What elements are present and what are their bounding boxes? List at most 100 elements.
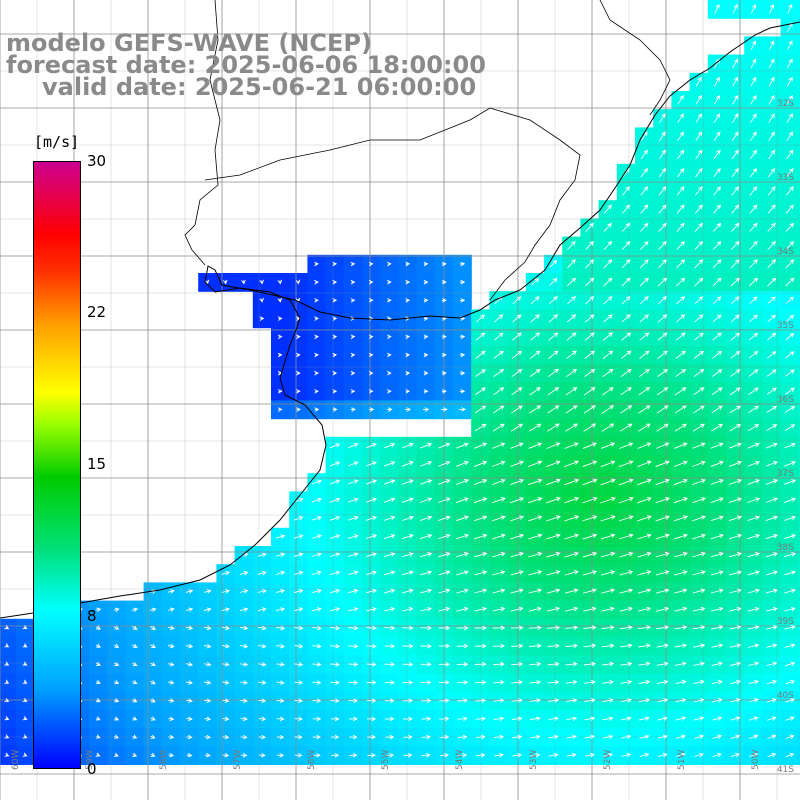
wind-arrow	[619, 423, 633, 432]
wind-arrow	[730, 734, 741, 739]
wind-arrow	[621, 314, 631, 323]
wind-arrow	[747, 643, 760, 648]
wind-arrow	[366, 680, 377, 685]
wind-arrow	[530, 277, 540, 286]
wind-arrow	[638, 405, 651, 414]
wind-arrow	[786, 149, 794, 160]
wind-arrow	[657, 332, 668, 341]
wind-arrow	[296, 334, 301, 340]
wind-arrow	[405, 261, 411, 267]
wind-arrow	[711, 625, 724, 630]
wind-arrow	[441, 261, 447, 267]
wind-arrow	[676, 167, 685, 178]
wind-arrow	[785, 716, 795, 721]
wind-arrow	[640, 204, 649, 214]
wind-arrow	[185, 643, 194, 649]
wind-arrow	[549, 277, 558, 286]
coastline-path	[0, 21, 800, 619]
wind-arrow	[22, 679, 28, 684]
wind-arrow	[493, 716, 505, 722]
latitude-label: 33S	[777, 173, 794, 183]
wind-arrow	[257, 552, 267, 558]
wind-arrow	[204, 662, 212, 667]
wind-arrow	[710, 442, 724, 449]
wind-arrow	[731, 149, 739, 160]
wind-arrow	[547, 698, 560, 703]
wind-arrow	[330, 643, 341, 649]
wind-arrow	[150, 643, 156, 648]
wind-arrow	[748, 351, 759, 359]
longitude-label: 60W	[11, 750, 21, 770]
wind-arrow	[747, 606, 760, 612]
wind-arrow	[728, 479, 742, 485]
wind-arrow	[22, 643, 28, 648]
wind-arrow	[438, 460, 451, 467]
wind-arrow	[714, 76, 720, 87]
wind-arrow	[150, 680, 156, 685]
wind-arrow	[277, 389, 283, 394]
wind-arrow	[619, 588, 634, 594]
wind-arrow	[784, 606, 796, 612]
wind-cell	[798, 273, 800, 292]
wind-arrow	[621, 277, 631, 287]
wind-arrow	[729, 606, 742, 612]
wind-arrow	[475, 680, 487, 685]
wind-arrow	[459, 389, 466, 394]
wind-arrow	[750, 3, 757, 14]
wind-arrow	[692, 442, 706, 449]
wind-arrow	[565, 643, 579, 649]
wind-arrow	[314, 316, 319, 321]
wind-arrow	[585, 222, 594, 232]
wind-arrow	[584, 350, 596, 359]
wind-arrow	[619, 551, 634, 558]
wind-arrow	[423, 370, 429, 376]
wind-arrow	[620, 698, 632, 703]
wind-cell	[798, 655, 800, 674]
wind-arrow	[564, 442, 579, 449]
wind-arrow	[422, 407, 430, 412]
wind-arrow	[203, 625, 212, 631]
wind-arrow	[711, 423, 724, 432]
wind-arrow	[658, 167, 667, 178]
wind-arrow	[747, 533, 761, 540]
wind-arrow	[455, 479, 469, 485]
wind-arrow	[347, 552, 359, 558]
wind-arrow	[277, 352, 283, 358]
wind-arrow	[332, 407, 338, 412]
wind-arrow	[186, 661, 194, 667]
wind-arrow	[638, 387, 651, 396]
wind-arrow	[311, 588, 322, 594]
latitude-label: 38S	[777, 543, 794, 553]
wind-arrow	[749, 167, 758, 178]
wind-arrow	[474, 570, 488, 576]
wind-arrow	[584, 314, 595, 323]
wind-arrow	[585, 241, 594, 251]
wind-arrow	[767, 222, 776, 232]
wind-arrow	[713, 167, 721, 178]
wind-arrow	[566, 368, 578, 378]
wind-arrow	[221, 570, 231, 576]
wind-arrow	[731, 222, 740, 232]
wind-arrow	[387, 352, 392, 358]
wind-arrow	[582, 442, 598, 450]
wind-arrow	[437, 479, 451, 485]
wind-arrow	[492, 643, 506, 649]
wind-arrow	[441, 352, 447, 358]
wind-arrow	[365, 479, 378, 485]
wind-arrow	[785, 369, 795, 377]
wind-arrow	[713, 186, 721, 196]
wind-arrow	[367, 734, 377, 740]
wind-arrow	[546, 496, 561, 504]
wind-arrow	[511, 698, 523, 703]
wind-arrow	[729, 442, 742, 449]
wind-arrow	[240, 734, 248, 740]
wind-arrow	[420, 698, 432, 703]
wind-arrow	[403, 734, 413, 740]
wind-arrow	[694, 222, 704, 232]
wind-arrow	[149, 607, 157, 613]
wind-arrow	[655, 478, 670, 486]
wind-arrow	[113, 607, 120, 613]
wind-arrow	[296, 389, 301, 394]
wind-arrow	[492, 588, 506, 594]
wind-arrow	[4, 679, 10, 684]
